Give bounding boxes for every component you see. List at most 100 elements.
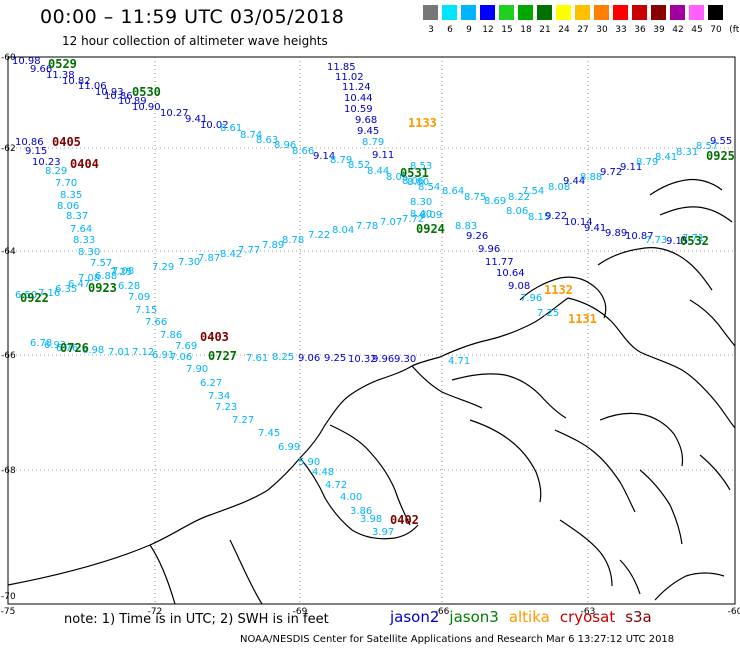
wave-height-value: 7.87 [198, 253, 220, 264]
pass-time-label: 0405 [52, 135, 81, 149]
wave-height-value: 8.69 [484, 196, 506, 207]
wave-height-value: 3.86 [350, 506, 372, 517]
wave-height-value: 9.68 [355, 115, 377, 126]
wave-height-value: 8.05 [386, 172, 408, 183]
colorbar-label: 6 [447, 25, 453, 35]
legend-cryosat: cryosat [559, 608, 616, 626]
legend-altika: altika [508, 608, 550, 626]
wave-height-value: 4.71 [448, 356, 470, 367]
map-note: note: 1) Time is in UTC; 2) SWH is in fe… [64, 612, 329, 627]
wave-height-value: 8.06 [57, 201, 79, 212]
colorbar-swatch [632, 5, 647, 20]
wave-height-value: 11.06 [78, 81, 107, 92]
pass-time-label: 0532 [680, 234, 709, 248]
pass-time-labels: 0529 0530 0405 0404 1133 0531 0925 0924 0922 0923… [20, 57, 735, 527]
wave-height-value: 6.88 [95, 271, 117, 282]
wave-height-value: 7.90 [186, 364, 208, 375]
wave-height-value: 8.25 [272, 352, 294, 363]
colorbar-label: 70 [710, 25, 722, 35]
wave-height-value: 8.33 [73, 235, 95, 246]
colorbar-swatch [537, 5, 552, 20]
colorbar-swatch [613, 5, 628, 20]
wave-height-value: 7.72 [402, 214, 424, 225]
wave-height-value: 6.35 [55, 284, 77, 295]
colorbar-label: 12 [482, 25, 494, 35]
wave-height-value: 11.77 [485, 257, 514, 268]
colorbar-swatch [575, 5, 590, 20]
colorbar-label: 27 [577, 25, 589, 35]
wave-height-value: 10.87 [625, 231, 654, 242]
wave-height-value: 8.75 [464, 192, 486, 203]
colorbar-swatch [499, 5, 514, 20]
legend-s3a: s3a [625, 608, 652, 626]
wave-height-value: 9.44 [563, 176, 585, 187]
wave-height-value: 8.61 [220, 123, 242, 134]
wave-height-value: 10.86 [15, 137, 44, 148]
wave-height-value: 7.22 [308, 230, 330, 241]
coastline [7, 178, 736, 605]
wave-height-value: 7.96 [520, 293, 542, 304]
pass-time-label: 0530 [132, 85, 161, 99]
wave-height-value: 6.99 [278, 442, 300, 453]
wave-height-value: 7.16 [38, 288, 60, 299]
wave-height-value: 5.90 [298, 457, 320, 468]
colorbar-swatch [689, 5, 704, 20]
pass-time-label: 0727 [208, 349, 237, 363]
axis-labels: -75 -72 -69 -66 -63 -60 -60 -62 -64 -66 -68 -70 [1, 53, 740, 617]
colorbar-label: 15 [501, 25, 513, 35]
wave-height-value: 10.64 [496, 268, 525, 279]
wave-height-value: 9.11 [620, 162, 642, 173]
latitude-tick-label: -64 [1, 247, 16, 257]
wave-height-value: 11.02 [335, 72, 364, 83]
wave-height-value: 8.30 [78, 247, 100, 258]
wave-height-value: 6.47 [68, 279, 90, 290]
pass-time-label: 0726 [60, 341, 89, 355]
satellite-legend: jason2 jason3 altika cryosat s3a [390, 608, 662, 626]
wave-height-value: 7.45 [258, 428, 280, 439]
colorbar-swatch [518, 5, 533, 20]
colorbar-unit: (ft) [729, 25, 740, 35]
pass-time-label: 0529 [48, 57, 77, 71]
legend-jason2: jason2 [390, 608, 440, 626]
wave-height-value: 10.14 [564, 217, 593, 228]
wave-height-value: 8.53 [410, 161, 432, 172]
wave-height-value: 7.54 [522, 186, 544, 197]
map-title: 00:00 – 11:59 UTC 03/05/2018 [40, 6, 345, 28]
wave-height-value: 7.25 [110, 267, 132, 278]
colorbar-label: 24 [558, 25, 570, 35]
wave-height-value: 8.64 [442, 186, 464, 197]
wave-height-value: 7.15 [135, 305, 157, 316]
wave-height-value: 8.63 [256, 135, 278, 146]
colorbar-label: 45 [691, 25, 703, 35]
wave-height-value: 10.89 [118, 96, 147, 107]
wave-height-value: 10.93 [95, 87, 124, 98]
colorbar-swatch [556, 5, 571, 20]
wave-height-value: 7.89 [262, 240, 284, 251]
wave-height-value: 9.06 [298, 353, 320, 364]
wave-height-value: 8.41 [655, 152, 677, 163]
wave-height-value: 4.00 [340, 492, 362, 503]
wave-height-value: 10.90 [132, 102, 161, 113]
wave-height-value: 10.44 [344, 93, 373, 104]
wave-height-value: 9.14 [313, 151, 335, 162]
longitude-tick-label: -75 [1, 607, 16, 617]
wave-height-value: 8.15 [528, 212, 550, 223]
wave-height-value: 3.97 [372, 527, 394, 538]
wave-height-value: 9.66 [30, 64, 52, 75]
latitude-tick-label: -60 [1, 53, 16, 63]
wave-height-value: 8.78 [282, 235, 304, 246]
longitude-tick-label: -69 [293, 607, 308, 617]
wave-height-value: 7.30 [178, 257, 200, 268]
colorbar-label: 18 [520, 25, 532, 35]
wave-height-value: 8.04 [332, 225, 354, 236]
wave-height-value: 8.08 [548, 182, 570, 193]
wave-height-value: 8.96 [274, 140, 296, 151]
wave-height-value: 8.57 [696, 141, 718, 152]
wave-height-value: 9.41 [584, 223, 606, 234]
longitude-tick-label: -63 [581, 607, 596, 617]
wave-height-value: 8.06 [506, 206, 528, 217]
wave-height-value: 7.08 [112, 266, 134, 277]
wave-height-value: 8.79 [636, 157, 658, 168]
wave-height-value: 9.55 [710, 136, 732, 147]
wave-height-value: 7.25 [537, 308, 559, 319]
